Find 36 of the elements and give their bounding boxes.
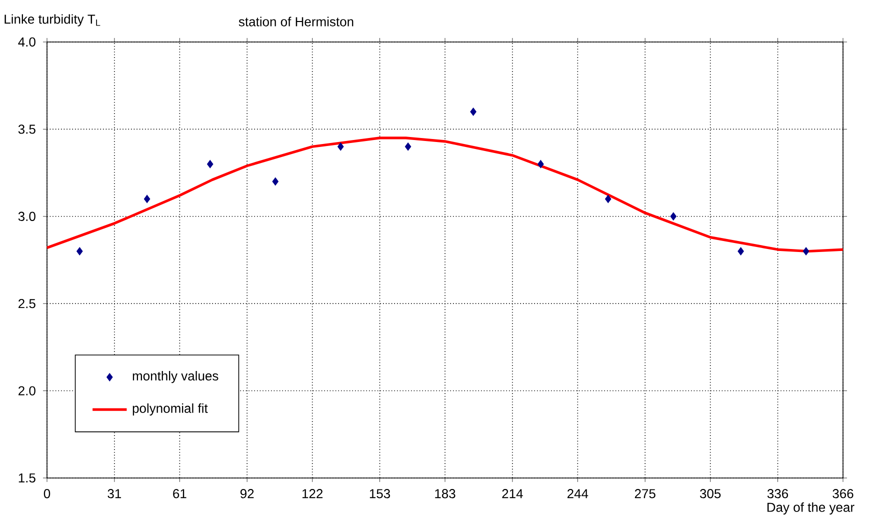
- point: [404, 142, 412, 151]
- point: [207, 160, 214, 168]
- x-tick-label: 0: [44, 489, 50, 498]
- x-tick-label: 336: [767, 489, 788, 498]
- x-tick-label: 366: [832, 489, 854, 498]
- y-tick-label: 2.0: [18, 386, 36, 396]
- x-tick-label: 305: [700, 489, 721, 498]
- x-tick-label: 153: [370, 489, 390, 498]
- chart-subtitle: station of Hermiston: [238, 16, 354, 26]
- x-axis-title: Day of the year: [767, 502, 854, 514]
- y-tick-label: 2.5: [18, 298, 36, 308]
- x-tick-label: 92: [240, 489, 254, 498]
- x-tick-label: 214: [502, 489, 523, 498]
- y-tick-label: 3.5: [18, 124, 36, 134]
- point: [738, 247, 744, 256]
- legend-label: monthly values: [132, 370, 218, 384]
- x-tick-label: 183: [435, 489, 456, 498]
- x-tick-label: 244: [567, 489, 588, 498]
- x-tick-label: 61: [173, 489, 186, 498]
- point: [76, 247, 83, 256]
- x-tick-label: 122: [302, 489, 323, 498]
- point: [338, 142, 344, 151]
- x-tick-label: 31: [108, 489, 122, 498]
- y-tick-label: 1.5: [18, 473, 36, 483]
- point: [144, 194, 150, 203]
- point: [538, 160, 544, 168]
- point: [802, 247, 810, 256]
- x-tick-label: 275: [634, 489, 656, 498]
- legend-label: polynomial fit: [132, 403, 208, 416]
- point: [272, 178, 278, 186]
- point: [670, 212, 676, 220]
- y-tick-label: 3.0: [18, 212, 36, 221]
- chart-title: Linke turbidity T$_{L}$: [4, 14, 100, 26]
- point: [470, 108, 476, 116]
- y-tick-label: 4.0: [18, 37, 36, 47]
- point: [605, 194, 612, 203]
